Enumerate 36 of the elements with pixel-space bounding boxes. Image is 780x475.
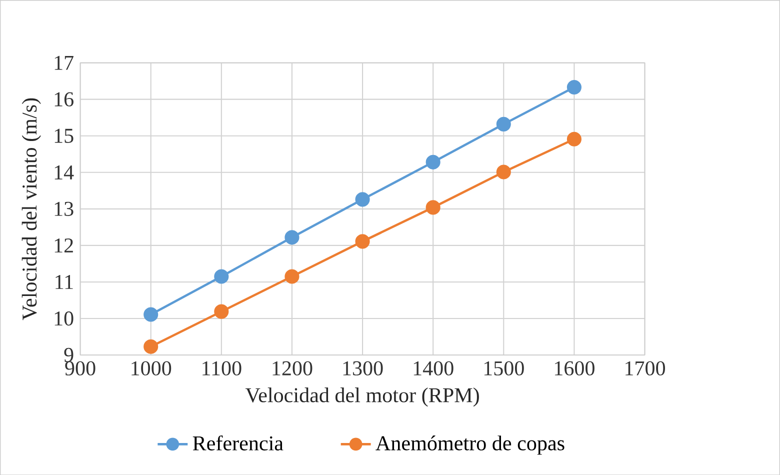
x-tick-label: 1600 <box>554 361 594 376</box>
point <box>496 116 511 132</box>
point <box>284 230 300 245</box>
y-tick-label: 9 <box>64 348 74 362</box>
point <box>355 192 370 207</box>
point <box>144 307 158 322</box>
y-tick-label: 11 <box>56 274 73 289</box>
legend-label: Anemómetro de copas <box>376 435 564 455</box>
legend-label: Referencia <box>192 435 284 450</box>
x-tick-label: 1300 <box>343 361 383 376</box>
y-tick-label: 10 <box>54 311 74 326</box>
y-tick-label: 15 <box>54 128 74 143</box>
x-tick-label: 1200 <box>272 361 312 376</box>
point <box>426 200 440 215</box>
x-tick-label: 1400 <box>414 361 454 376</box>
point <box>144 339 158 354</box>
x-tick-label: 900 <box>65 361 96 376</box>
x-tick-label: 1500 <box>484 361 524 376</box>
y-tick-label: 13 <box>54 202 74 216</box>
point <box>566 80 582 94</box>
x-axis-title: Velocidad del motor (RPM) <box>245 387 479 406</box>
point <box>566 132 582 146</box>
y-tick-label: 17 <box>54 56 74 70</box>
y-axis-title: Velocidad del viento (m/s) <box>22 98 41 320</box>
y-tick-label: 12 <box>54 238 73 252</box>
point <box>214 269 229 284</box>
x-tick-label: 1700 <box>626 361 666 376</box>
x-tick-label: 1100 <box>202 361 242 376</box>
x-tick-label: 1000 <box>132 361 172 376</box>
point <box>426 154 440 170</box>
y-tick-label: 16 <box>54 92 74 106</box>
y-tick-label: 14 <box>54 165 74 180</box>
point <box>284 269 300 284</box>
point <box>214 304 229 319</box>
point <box>355 234 370 249</box>
point <box>496 164 511 180</box>
